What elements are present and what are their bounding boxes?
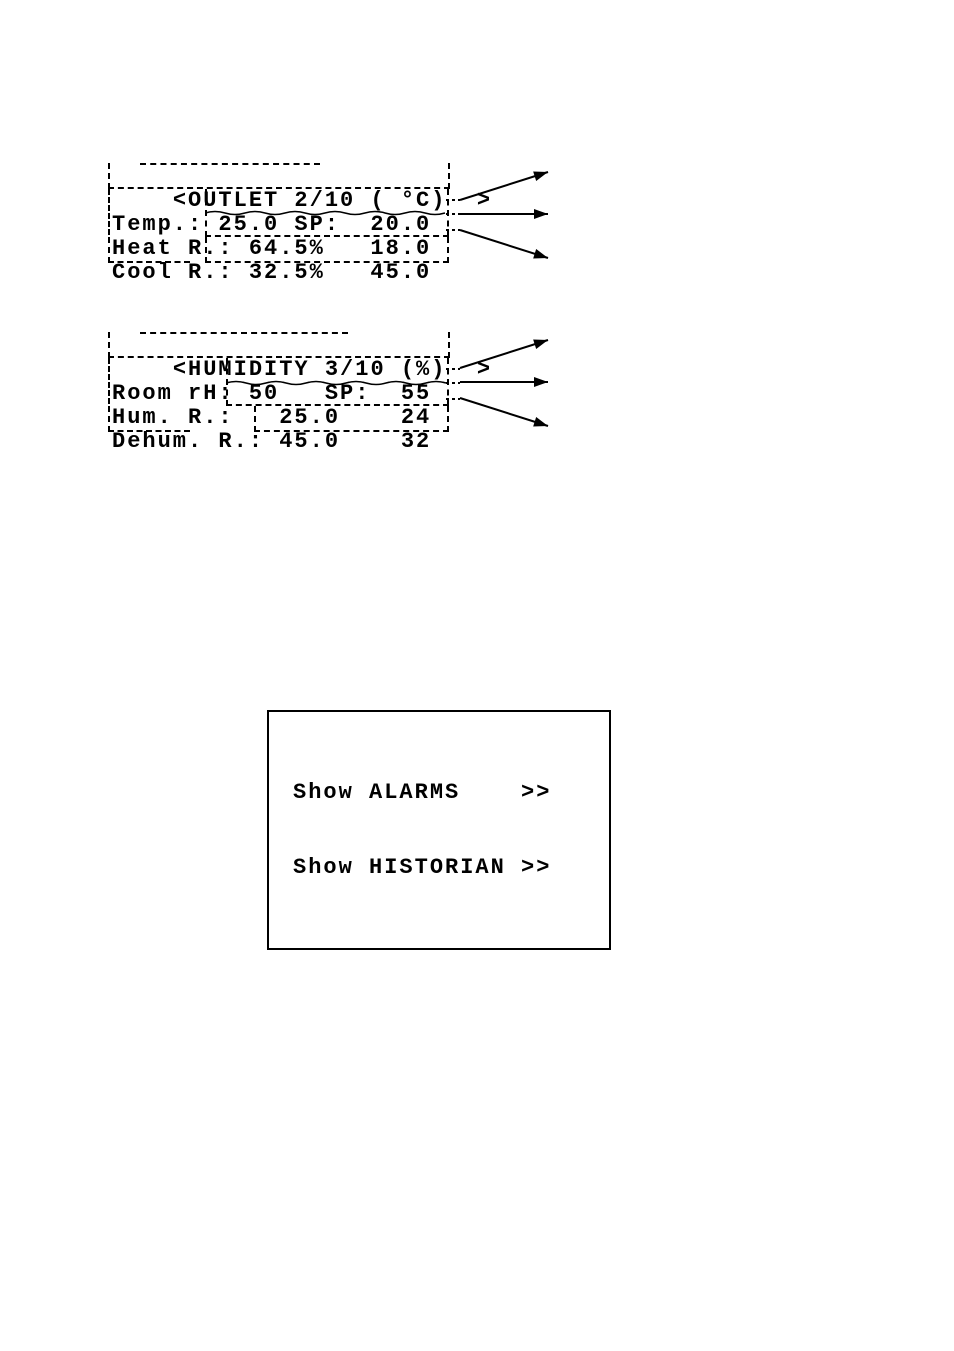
menu-panel: Show ALARMS >> Show HISTORIAN >> [267, 710, 611, 950]
menu-item-alarms[interactable]: Show ALARMS >> [293, 780, 585, 805]
menu-item-historian[interactable]: Show HISTORIAN >> [293, 855, 585, 880]
menu-item-label: Show ALARMS >> [293, 780, 551, 805]
menu-item-label: Show HISTORIAN >> [293, 855, 551, 880]
callout-arrows [0, 0, 954, 500]
